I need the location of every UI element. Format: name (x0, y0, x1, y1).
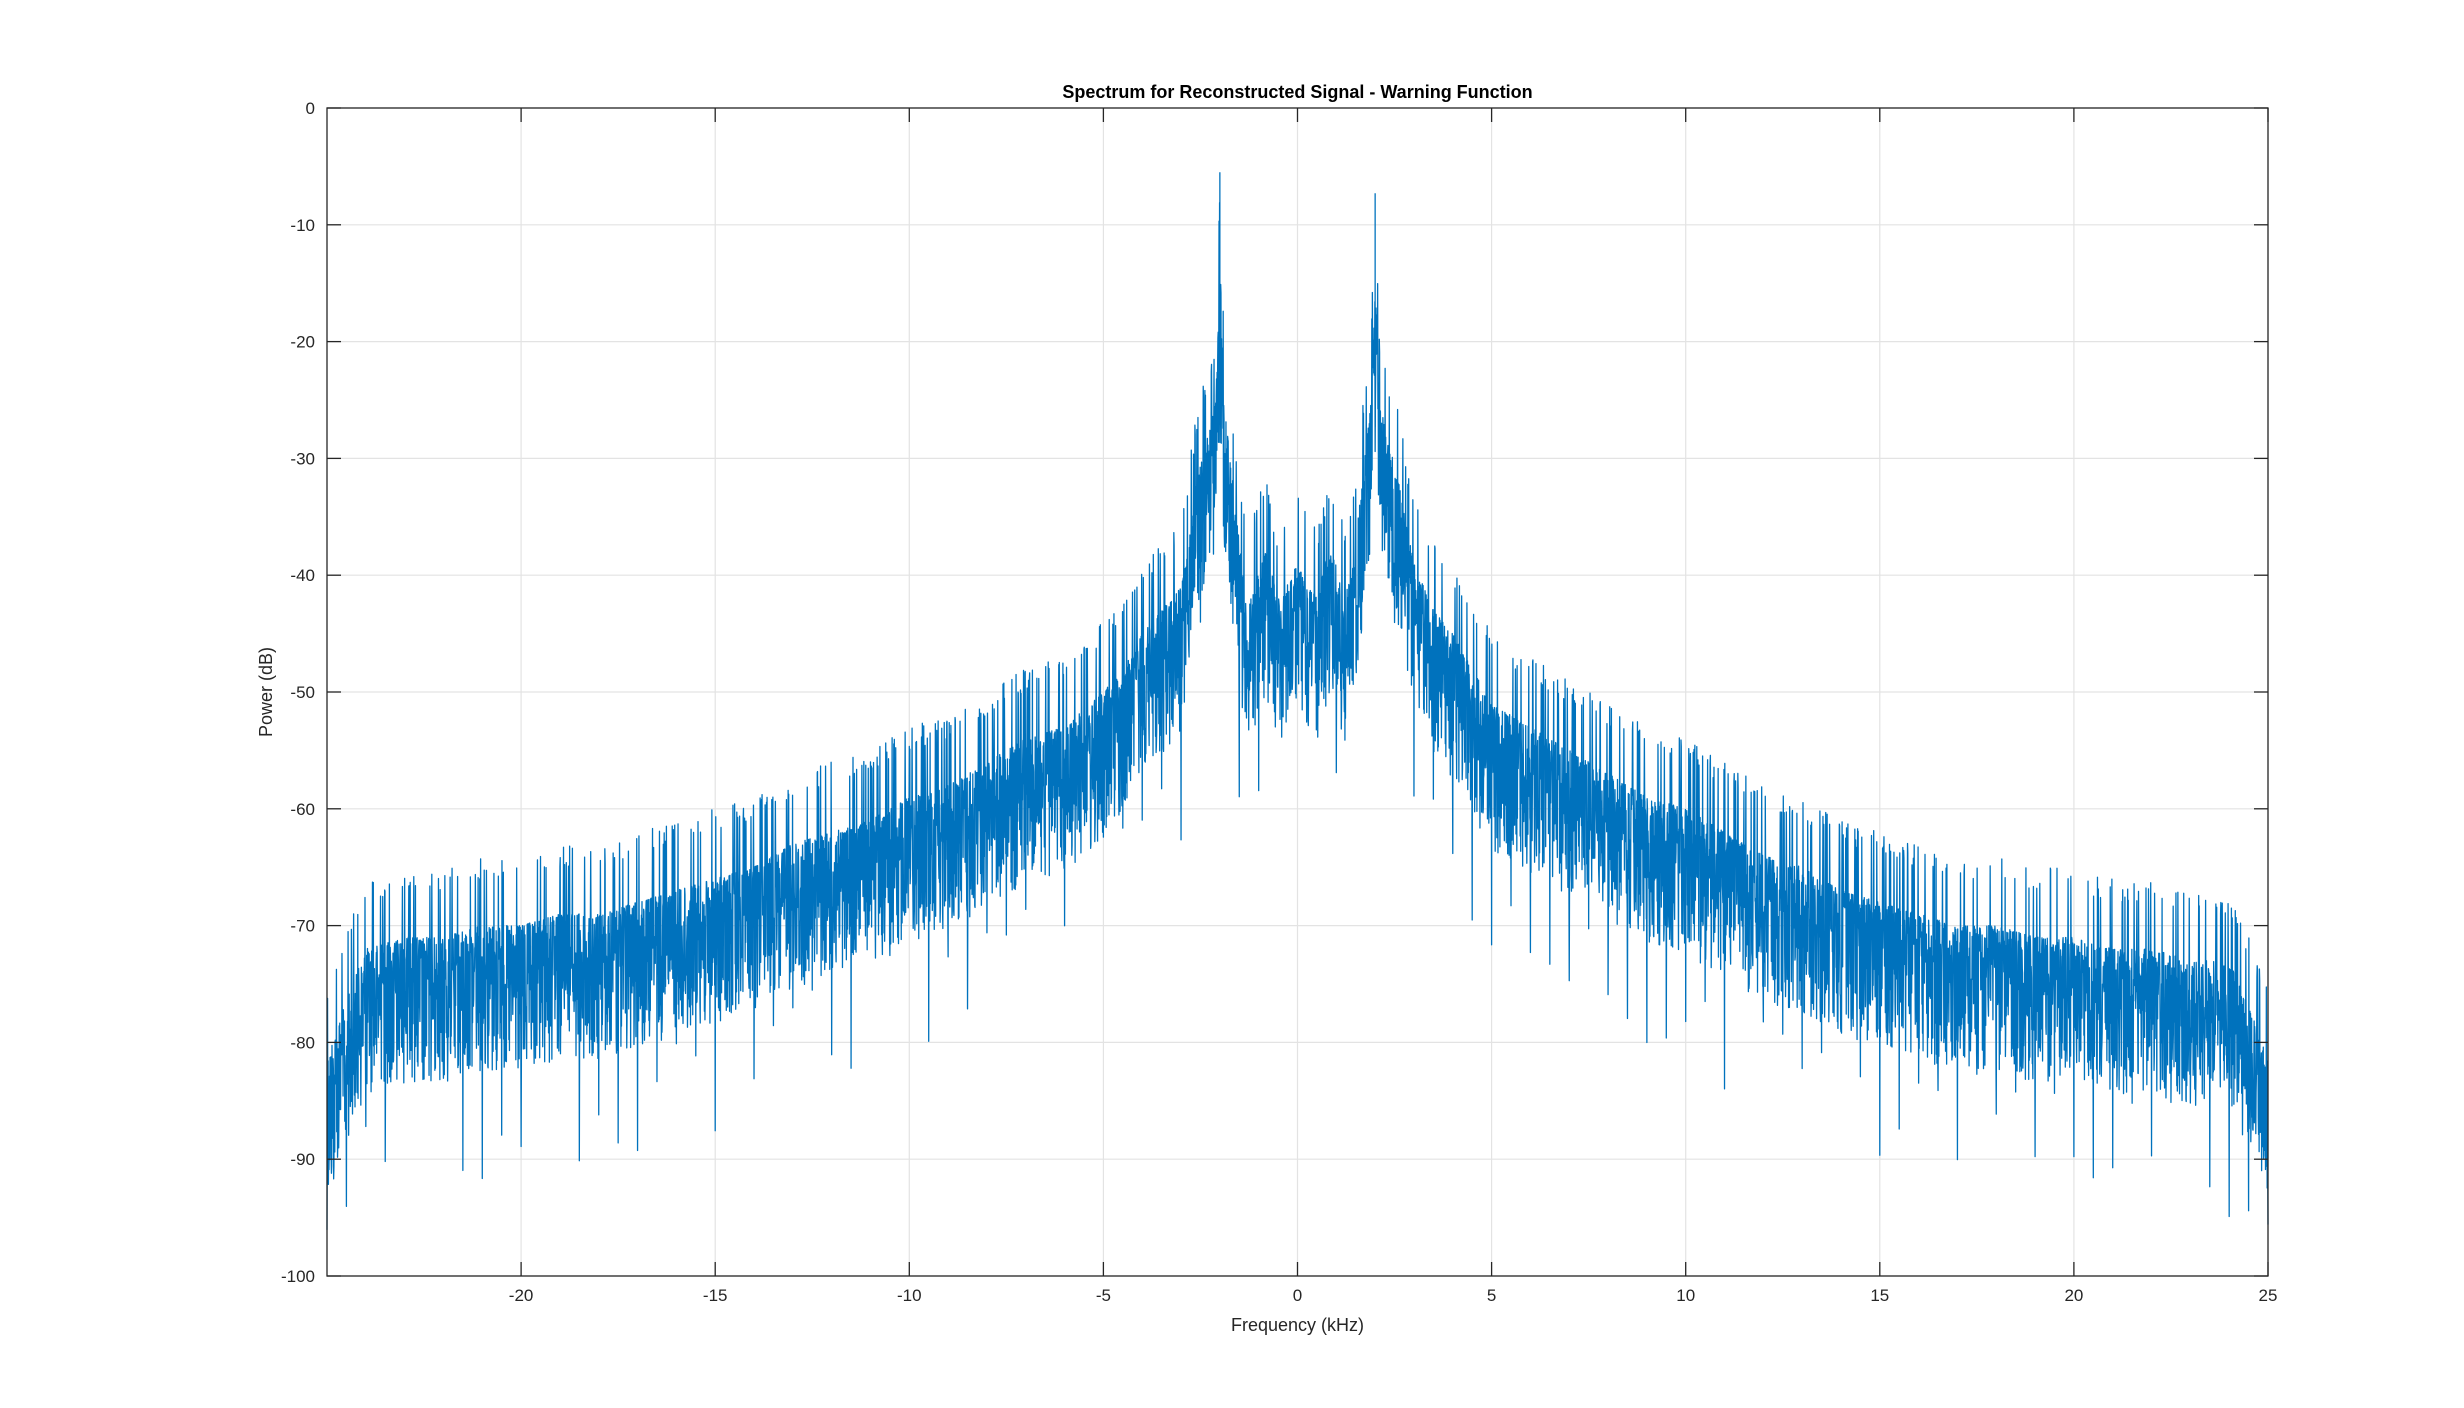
x-tick-label: 20 (2064, 1286, 2083, 1305)
x-axis-label: Frequency (kHz) (1231, 1315, 1364, 1335)
y-tick-label: -90 (290, 1150, 315, 1169)
y-tick-label: -70 (290, 917, 315, 936)
y-tick-label: -100 (281, 1267, 315, 1286)
x-tick-label: 25 (2259, 1286, 2278, 1305)
y-tick-label: 0 (306, 99, 315, 118)
y-tick-label: -10 (290, 216, 315, 235)
chart-title: Spectrum for Reconstructed Signal - Warn… (1062, 82, 1532, 102)
tick-marks (327, 107, 2269, 1277)
x-tick-label: -15 (703, 1286, 728, 1305)
x-tick-label: -10 (897, 1286, 922, 1305)
x-tick-label: 5 (1487, 1286, 1496, 1305)
spectrum-series (326, 172, 2269, 1230)
x-tick-label: -5 (1096, 1286, 1111, 1305)
y-tick-label: -60 (290, 800, 315, 819)
y-tick-label: -30 (290, 449, 315, 468)
x-tick-label: 0 (1293, 1286, 1302, 1305)
x-tick-label: 15 (1870, 1286, 1889, 1305)
x-tick-label: -20 (509, 1286, 534, 1305)
y-tick-labels: 0 -10 -20 -30 -40 -50 -60 -70 -80 -90 -100 (281, 99, 315, 1286)
y-tick-label: -40 (290, 566, 315, 585)
y-tick-label: -50 (290, 683, 315, 702)
y-tick-label: -80 (290, 1033, 315, 1052)
x-tick-labels: -20 -15 -10 -5 0 5 10 15 20 25 (509, 1286, 2278, 1305)
y-axis-label: Power (dB) (256, 647, 276, 737)
x-tick-label: 10 (1676, 1286, 1695, 1305)
y-tick-label: -20 (290, 333, 315, 352)
spectrum-line (326, 202, 2269, 1230)
